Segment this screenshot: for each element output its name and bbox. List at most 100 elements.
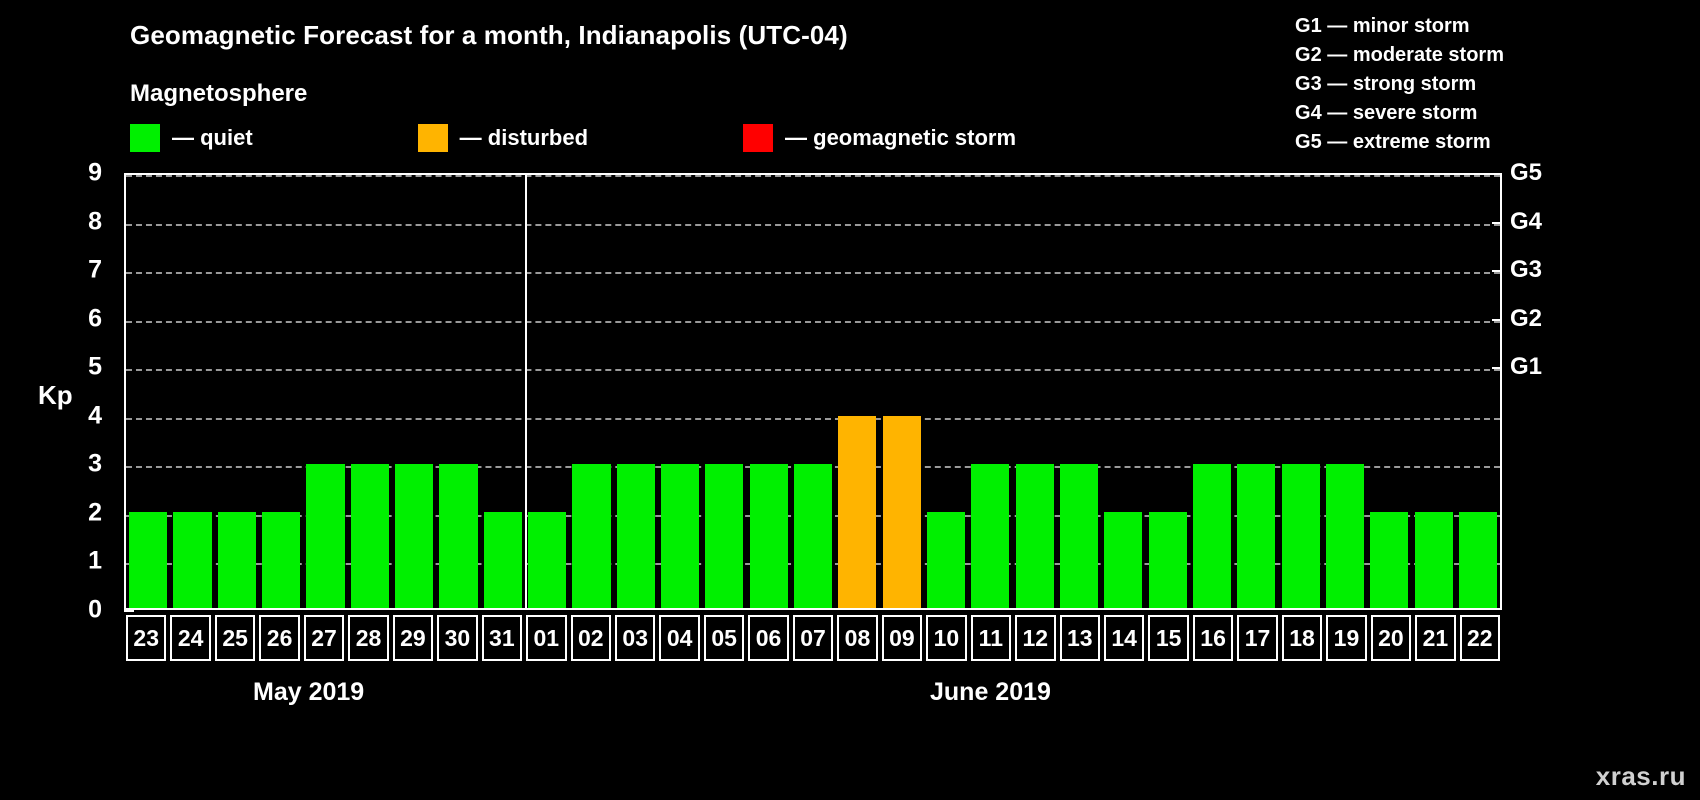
day-label-11[interactable]: 11 bbox=[970, 615, 1012, 661]
bar-14[interactable] bbox=[1104, 511, 1143, 608]
bar-13[interactable] bbox=[1060, 463, 1099, 608]
bar-28[interactable] bbox=[350, 463, 389, 608]
bar-cell[interactable] bbox=[436, 175, 480, 608]
bar-cell[interactable] bbox=[1412, 175, 1456, 608]
bar-12[interactable] bbox=[1015, 463, 1054, 608]
day-label-24[interactable]: 24 bbox=[170, 615, 211, 661]
bar-cell[interactable] bbox=[392, 175, 436, 608]
day-label-28[interactable]: 28 bbox=[348, 615, 389, 661]
bar-cell[interactable] bbox=[702, 175, 746, 608]
bar-cell[interactable] bbox=[126, 175, 170, 608]
bar-15[interactable] bbox=[1148, 511, 1187, 608]
day-label-07[interactable]: 07 bbox=[792, 615, 834, 661]
day-label-30[interactable]: 30 bbox=[437, 615, 478, 661]
bar-03[interactable] bbox=[616, 463, 655, 608]
bar-cell[interactable] bbox=[614, 175, 658, 608]
day-label-19[interactable]: 19 bbox=[1326, 615, 1367, 661]
bar-cell[interactable] bbox=[880, 175, 924, 608]
bar-25[interactable] bbox=[217, 511, 256, 608]
bar-08[interactable] bbox=[838, 415, 877, 608]
day-label-13[interactable]: 13 bbox=[1059, 615, 1100, 661]
bar-27[interactable] bbox=[306, 463, 345, 608]
g-tick-label-g3: G3 bbox=[1510, 256, 1543, 284]
bar-cell[interactable] bbox=[481, 175, 525, 608]
bar-cell[interactable] bbox=[791, 175, 835, 608]
bar-18[interactable] bbox=[1281, 463, 1320, 608]
day-label-17[interactable]: 17 bbox=[1237, 615, 1278, 661]
bar-cell[interactable] bbox=[170, 175, 214, 608]
bar-30[interactable] bbox=[439, 463, 478, 608]
day-label-29[interactable]: 29 bbox=[392, 615, 434, 661]
gridline bbox=[126, 223, 1500, 226]
day-label-04[interactable]: 04 bbox=[659, 615, 700, 661]
bar-26[interactable] bbox=[262, 511, 301, 608]
magnetosphere-legend: — quiet — disturbed — geomagnetic storm bbox=[130, 124, 1016, 152]
bar-11[interactable] bbox=[971, 463, 1010, 608]
y-tick-label: 9 bbox=[88, 158, 102, 187]
bar-cell[interactable] bbox=[569, 175, 613, 608]
bar-cell[interactable] bbox=[1279, 175, 1323, 608]
bar-cell[interactable] bbox=[1323, 175, 1367, 608]
bar-cell[interactable] bbox=[924, 175, 968, 608]
day-label-31[interactable]: 31 bbox=[481, 615, 523, 661]
day-label-10[interactable]: 10 bbox=[926, 615, 967, 661]
bar-cell[interactable] bbox=[215, 175, 259, 608]
day-label-02[interactable]: 02 bbox=[570, 615, 611, 661]
day-label-26[interactable]: 26 bbox=[259, 615, 300, 661]
y-axis-label: Kp bbox=[38, 380, 73, 410]
bar-cell[interactable] bbox=[525, 175, 569, 608]
bar-17[interactable] bbox=[1237, 463, 1276, 608]
bar-04[interactable] bbox=[661, 463, 700, 608]
bar-22[interactable] bbox=[1458, 511, 1498, 608]
bar-cell[interactable] bbox=[303, 175, 347, 608]
bar-05[interactable] bbox=[705, 463, 744, 608]
bar-31[interactable] bbox=[483, 511, 522, 608]
day-label-03[interactable]: 03 bbox=[614, 615, 656, 661]
day-label-25[interactable]: 25 bbox=[214, 615, 256, 661]
day-label-18[interactable]: 18 bbox=[1281, 615, 1323, 661]
day-label-27[interactable]: 27 bbox=[303, 615, 345, 661]
bar-cell[interactable] bbox=[1190, 175, 1234, 608]
bar-29[interactable] bbox=[395, 463, 434, 608]
bar-cell[interactable] bbox=[1013, 175, 1057, 608]
bar-cell[interactable] bbox=[1234, 175, 1278, 608]
day-label-20[interactable]: 20 bbox=[1370, 615, 1412, 661]
bar-cell[interactable] bbox=[747, 175, 791, 608]
bar-10[interactable] bbox=[927, 511, 966, 608]
day-label-12[interactable]: 12 bbox=[1015, 615, 1056, 661]
bar-01[interactable] bbox=[528, 511, 567, 608]
bar-16[interactable] bbox=[1192, 463, 1232, 608]
day-label-21[interactable]: 21 bbox=[1415, 615, 1456, 661]
bar-06[interactable] bbox=[749, 463, 788, 608]
bar-cell[interactable] bbox=[259, 175, 303, 608]
day-label-05[interactable]: 05 bbox=[703, 615, 745, 661]
month-label-may: May 2019 bbox=[253, 678, 365, 706]
day-label-22[interactable]: 22 bbox=[1459, 615, 1501, 661]
bar-23[interactable] bbox=[129, 511, 168, 608]
g-scale-line-g5: G5 — extreme storm bbox=[1295, 131, 1491, 153]
bar-cell[interactable] bbox=[1057, 175, 1101, 608]
day-label-01[interactable]: 01 bbox=[526, 615, 567, 661]
day-label-16[interactable]: 16 bbox=[1192, 615, 1234, 661]
bar-cell[interactable] bbox=[1101, 175, 1145, 608]
bar-24[interactable] bbox=[173, 511, 212, 608]
bar-cell[interactable] bbox=[1456, 175, 1500, 608]
bar-cell[interactable] bbox=[968, 175, 1012, 608]
day-label-09[interactable]: 09 bbox=[881, 615, 923, 661]
bar-09[interactable] bbox=[882, 415, 921, 608]
bar-cell[interactable] bbox=[658, 175, 702, 608]
bar-02[interactable] bbox=[572, 463, 611, 608]
bar-cell[interactable] bbox=[1367, 175, 1411, 608]
day-label-06[interactable]: 06 bbox=[748, 615, 789, 661]
day-label-14[interactable]: 14 bbox=[1103, 615, 1145, 661]
bar-cell[interactable] bbox=[835, 175, 879, 608]
bar-cell[interactable] bbox=[1146, 175, 1190, 608]
day-label-23[interactable]: 23 bbox=[126, 615, 167, 661]
day-label-08[interactable]: 08 bbox=[837, 615, 878, 661]
bar-20[interactable] bbox=[1370, 511, 1409, 608]
bar-19[interactable] bbox=[1325, 463, 1365, 608]
bar-07[interactable] bbox=[794, 463, 833, 608]
day-label-15[interactable]: 15 bbox=[1148, 615, 1189, 661]
bar-cell[interactable] bbox=[348, 175, 392, 608]
bar-21[interactable] bbox=[1414, 511, 1453, 608]
